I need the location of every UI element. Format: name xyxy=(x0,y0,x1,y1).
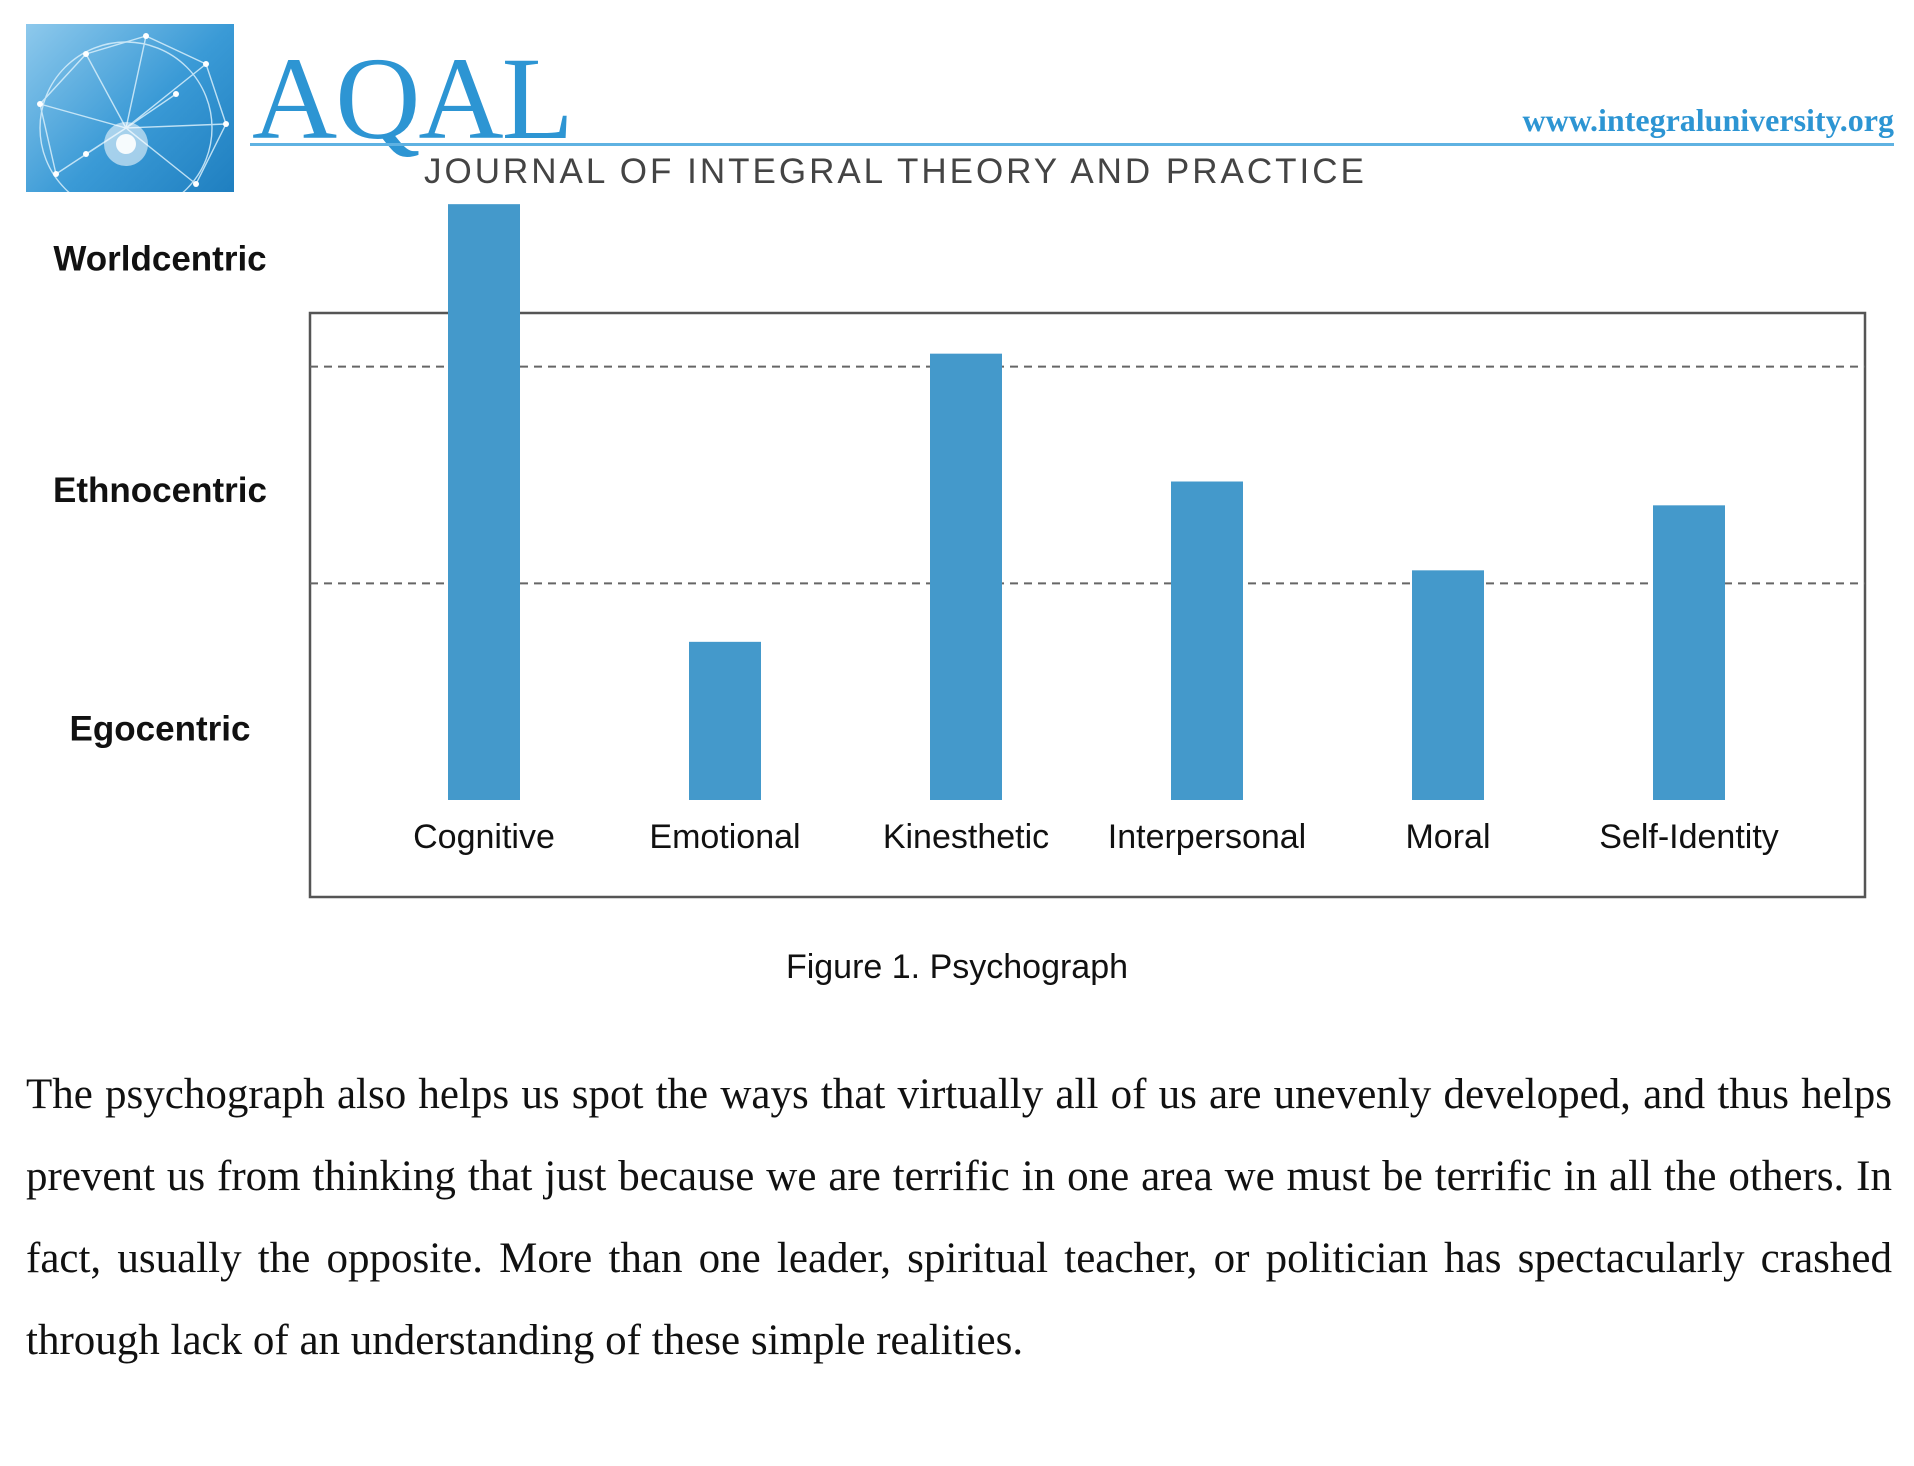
bar-moral xyxy=(1412,570,1484,800)
x-tick-label: Kinesthetic xyxy=(883,818,1049,856)
bar-interpersonal xyxy=(1171,481,1243,800)
y-level-label: Egocentric xyxy=(70,710,251,749)
bar-cognitive xyxy=(448,204,520,800)
figure-caption: Figure 1. Psychograph xyxy=(785,948,1129,986)
body-paragraph: The psychograph also helps us spot the w… xyxy=(26,1071,1892,1364)
journal-brand: AQAL xyxy=(252,33,574,164)
x-tick-label: Interpersonal xyxy=(1108,818,1306,856)
x-tick-label: Self-Identity xyxy=(1599,818,1779,856)
x-tick-label: Cognitive xyxy=(413,818,555,856)
chart-frame xyxy=(308,311,1867,899)
journal-url[interactable]: www.integraluniversity.org xyxy=(1522,102,1894,138)
y-level-label: Worldcentric xyxy=(53,239,266,278)
journal-logo xyxy=(26,24,234,192)
x-tick-label: Emotional xyxy=(649,818,800,856)
network-globe-icon xyxy=(37,33,229,192)
bar-kinesthetic xyxy=(930,353,1002,800)
y-level-label: Ethnocentric xyxy=(53,471,267,510)
x-tick-label: Moral xyxy=(1405,818,1490,856)
bar-self-identity xyxy=(1653,505,1725,800)
journal-title: JOURNAL OF INTEGRAL THEORY AND PRACTICE xyxy=(424,152,1367,191)
bar-emotional xyxy=(689,641,761,800)
header-rule xyxy=(250,143,1894,146)
